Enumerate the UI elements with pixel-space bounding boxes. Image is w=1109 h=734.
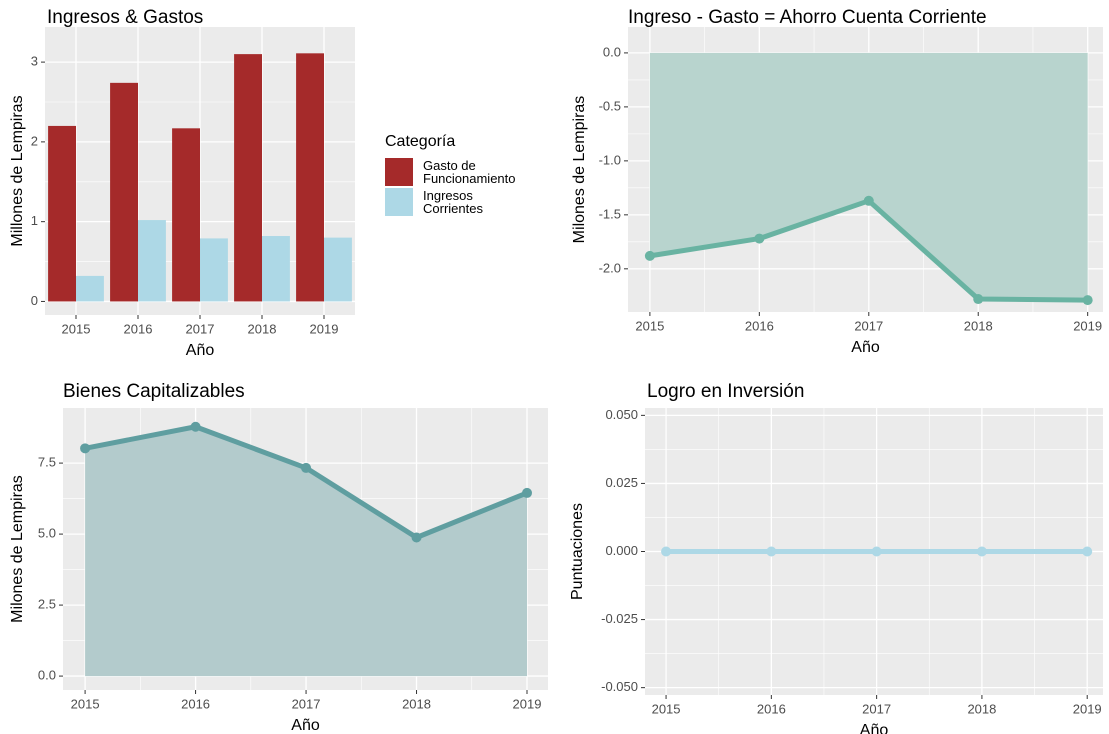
x-tick-label: 2015 [652, 701, 681, 716]
bar [48, 125, 76, 302]
bar [172, 128, 200, 302]
point [190, 421, 201, 432]
bar [110, 82, 138, 302]
y-tick-label: 1 [31, 213, 38, 228]
point [80, 443, 91, 454]
bar [234, 54, 262, 302]
x-axis-label: Año [186, 342, 215, 359]
x-tick-label: 2019 [1073, 318, 1102, 333]
x-tick-label: 2015 [635, 318, 664, 333]
legend-item: Ingresos Corrientes [385, 187, 523, 217]
x-axis-label: Año [860, 722, 889, 734]
legend: Categoría Gasto de Funcionamiento Ingresos… [385, 133, 523, 217]
point [871, 546, 882, 557]
legend-key [385, 158, 413, 186]
x-tick-label: 2017 [862, 701, 891, 716]
y-tick-label: 5.0 [38, 526, 56, 541]
legend-title: Categoría [385, 133, 456, 150]
bar [200, 238, 228, 302]
x-tick-label: 2016 [181, 696, 210, 711]
y-tick-label: 7.5 [38, 455, 56, 470]
y-axis-label: Milones de Lempiras [571, 96, 588, 244]
point [644, 250, 655, 261]
y-tick-label: 2 [31, 133, 38, 148]
x-tick-label: 2019 [310, 321, 339, 336]
point [754, 233, 765, 244]
y-tick-label: -0.025 [601, 611, 638, 626]
point [1082, 546, 1093, 557]
x-tick-label: 2019 [1073, 701, 1102, 716]
y-axis-label: Millones de Lempiras [9, 95, 26, 246]
point [766, 546, 777, 557]
bar [296, 53, 324, 302]
y-tick-label: 0 [31, 293, 38, 308]
chart-title: Bienes Capitalizables [63, 381, 245, 402]
y-tick-label: 0.0 [603, 44, 621, 59]
x-tick-label: 2018 [964, 318, 993, 333]
y-tick-label: -2.0 [599, 260, 621, 275]
x-tick-label: 2017 [186, 321, 215, 336]
x-tick-label: 2019 [513, 696, 542, 711]
legend-key [385, 188, 413, 216]
y-tick-label: -0.5 [599, 98, 621, 113]
chart-title: Logro en Inversión [647, 381, 804, 402]
point [522, 487, 533, 498]
x-axis-label: Año [851, 339, 880, 356]
point [411, 532, 422, 543]
y-tick-label: 0.0 [38, 668, 56, 683]
point [973, 294, 984, 305]
chart-title: Ingresos & Gastos [47, 7, 203, 28]
bar [262, 236, 290, 302]
x-tick-label: 2017 [292, 696, 321, 711]
x-tick-label: 2017 [854, 318, 883, 333]
point [301, 462, 312, 473]
y-tick-label: -0.050 [601, 679, 638, 694]
x-tick-label: 2018 [967, 701, 996, 716]
y-tick-label: 3 [31, 54, 38, 69]
y-tick-label: -1.5 [599, 206, 621, 221]
point [661, 546, 672, 557]
y-tick-label: 0.000 [605, 543, 638, 558]
x-tick-label: 2015 [71, 696, 100, 711]
bar [138, 220, 166, 302]
x-tick-label: 2016 [745, 318, 774, 333]
x-tick-label: 2015 [62, 321, 91, 336]
point [1082, 295, 1093, 306]
bar [76, 275, 104, 302]
chart-title: Ingreso - Gasto = Ahorro Cuenta Corrient… [628, 7, 987, 28]
legend-item: Gasto de Funcionamiento [385, 157, 523, 187]
point [863, 195, 874, 206]
legend-label: Ingresos Corrientes [423, 188, 483, 216]
x-tick-label: 2018 [248, 321, 277, 336]
point [976, 546, 987, 557]
x-tick-label: 2018 [402, 696, 431, 711]
x-tick-label: 2016 [124, 321, 153, 336]
y-tick-label: -1.0 [599, 152, 621, 167]
y-axis-label: Milones de Lempiras [9, 475, 26, 623]
area [85, 426, 528, 677]
x-axis-label: Año [291, 717, 320, 734]
legend-label: Gasto de Funcionamiento [423, 158, 516, 186]
y-axis-label: Puntuaciones [569, 503, 586, 600]
x-tick-label: 2016 [757, 701, 786, 716]
y-tick-label: 0.050 [605, 407, 638, 422]
y-tick-label: 2.5 [38, 597, 56, 612]
bar [324, 237, 352, 302]
y-tick-label: 0.025 [605, 475, 638, 490]
